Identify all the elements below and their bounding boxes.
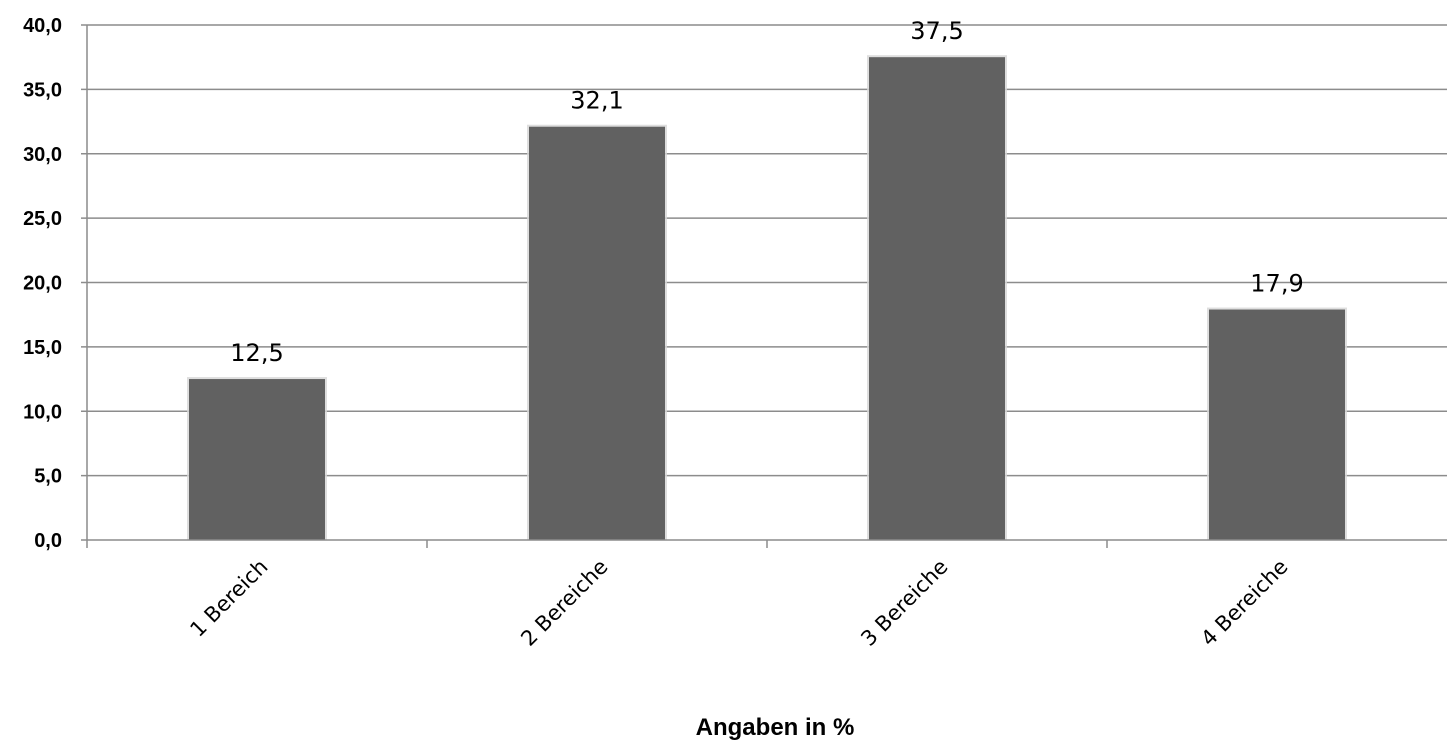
y-tick-label: 35,0: [23, 79, 62, 101]
y-tick-label: 10,0: [23, 401, 62, 423]
bars: [187, 55, 1347, 541]
x-tick-labels: 1 Bereich 2 Bereiche 3 Bereiche 4 Bereiche: [185, 555, 1292, 651]
data-label: 17,9: [1250, 270, 1303, 298]
data-label: 32,1: [570, 87, 623, 115]
y-tick-label: 40,0: [23, 15, 62, 37]
data-label: 12,5: [230, 339, 283, 367]
bar: [869, 57, 1005, 540]
y-tick-label: 30,0: [23, 144, 62, 166]
data-label: 37,5: [910, 17, 963, 45]
bar: [1209, 309, 1345, 540]
y-tick-label: 5,0: [34, 466, 62, 488]
x-tick-label: 1 Bereich: [185, 555, 272, 642]
axes: [81, 24, 1447, 548]
y-tick-labels: 0,0 5,0 10,0 15,0 20,0 25,0 30,0 35,0 40,0: [23, 15, 62, 552]
data-labels: 12,5 32,1 37,5 17,9: [230, 17, 1303, 367]
x-tick-label: 3 Bereiche: [856, 555, 952, 651]
y-tick-label: 20,0: [23, 273, 62, 295]
y-tick-label: 0,0: [34, 530, 62, 552]
x-tick-label: 4 Bereiche: [1196, 555, 1292, 651]
bar: [189, 379, 325, 540]
y-tick-label: 25,0: [23, 208, 62, 230]
y-tick-label: 15,0: [23, 337, 62, 359]
bar: [529, 126, 665, 541]
x-tick-label: 2 Bereiche: [516, 555, 612, 651]
x-axis-title: Angaben in %: [696, 714, 855, 741]
